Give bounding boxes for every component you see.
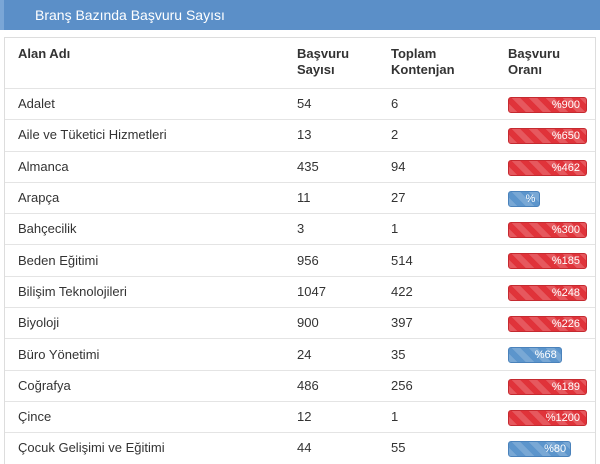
table-row: Çocuk Gelişimi ve Eğitimi 44 55 %80 [5, 432, 595, 463]
application-count: 1047 [297, 283, 326, 299]
ratio-bar: %189 [508, 378, 587, 395]
field-name: Biyoloji [18, 315, 60, 331]
quota: 6 [391, 96, 399, 112]
quota: 397 [391, 315, 413, 331]
ratio-bar: %1200 [508, 409, 587, 426]
ratio-track: %189 [508, 378, 587, 395]
field-name: Çince [18, 409, 52, 425]
ratio-track: %80 [508, 441, 587, 458]
ratio-track: %226 [508, 316, 587, 333]
ratio-label: %650 [551, 130, 580, 143]
ratio-label: %462 [551, 161, 580, 174]
application-count: 486 [297, 377, 319, 393]
ratio-track: %462 [508, 159, 587, 176]
ratio-label: %900 [551, 99, 580, 111]
header-row: Alan Adı Başvuru Sayısı Toplam Kontenjan Ba… [5, 38, 595, 88]
ratio-bar: %248 [508, 284, 587, 301]
ratio-label: %189 [551, 380, 580, 393]
ratio-bar: %900 [508, 97, 587, 113]
table-row: Adalet 54 6 %900 [5, 88, 595, 119]
field-name: Adalet [18, 96, 55, 112]
quota: 514 [391, 252, 413, 268]
ratio-bar: % [508, 190, 541, 207]
application-count: 24 [297, 346, 312, 362]
application-count: 956 [297, 252, 319, 268]
field-name: Beden Eğitimi [18, 252, 99, 268]
panel-header: Branş Bazında Başvuru Sayısı [0, 0, 600, 30]
quota: 1 [391, 221, 399, 237]
quota: 27 [391, 190, 406, 206]
table-row: Beden Eğitimi 956 514 %185 [5, 244, 595, 275]
application-count: 3 [297, 221, 305, 237]
ratio-label: %300 [551, 224, 580, 237]
application-count: 435 [297, 158, 319, 174]
table-row: Arapça 11 27% [5, 181, 595, 213]
column-header: Başvuru Oranı [508, 46, 561, 77]
ratio-label: %226 [551, 318, 580, 331]
ratio-bar: %80 [508, 441, 572, 458]
panel-title: Branş Bazında Başvuru Sayısı [35, 7, 225, 23]
application-count: 54 [297, 96, 312, 112]
quota: 55 [391, 440, 406, 456]
table-row: Biyoloji 900 397 %226 [5, 307, 595, 338]
quota: 94 [391, 158, 406, 174]
ratio-label: %248 [551, 286, 580, 299]
field-name: Coğrafya [18, 377, 71, 393]
ratio-bar: %226 [508, 316, 587, 333]
field-name: Büro Yönetimi [18, 346, 100, 362]
ratio-track: %248 [508, 284, 587, 301]
ratio-label: % [525, 192, 536, 205]
table-row: Almanca 435 94 %462 [5, 150, 595, 182]
ratio-bar: %462 [508, 159, 587, 176]
table-row: Bilişim Teknolojileri 1047 422 %248 [5, 275, 595, 307]
application-count: 11 [297, 190, 311, 206]
application-count: 900 [297, 315, 319, 331]
ratio-label: %80 [544, 443, 567, 456]
table-row: Çince 12 1 %1200 [5, 400, 595, 432]
table-row: Coğrafya 486 256 %189 [5, 369, 595, 401]
ratio-label: %185 [551, 255, 580, 268]
column-header: Başvuru Sayısı [297, 46, 350, 77]
field-name: Aile ve Tüketici Hizmetleri [18, 127, 167, 143]
application-count: 12 [297, 409, 312, 425]
ratio-track: %650 [508, 128, 587, 145]
application-count: 44 [297, 440, 312, 456]
table-row: Büro Yönetimi 24 35 %68 [5, 338, 595, 369]
quota: 1 [391, 409, 399, 425]
table-row: Aile ve Tüketici Hizmetleri 13 2 %650 [5, 119, 595, 150]
field-name: Arapça [18, 190, 60, 206]
field-name: Bahçecilik [18, 221, 77, 237]
ratio-track: %68 [508, 347, 587, 364]
quota: 2 [391, 127, 399, 143]
ratio-track: %900 [508, 97, 587, 113]
quota: 35 [391, 346, 406, 362]
table-row: Bahçecilik 3 1 %300 [5, 213, 595, 244]
quota: 256 [391, 377, 413, 393]
ratio-bar: %650 [508, 128, 587, 145]
table: Alan Adı Başvuru Sayısı Toplam Kontenjan Ba… [4, 37, 596, 464]
ratio-bar: %185 [508, 253, 587, 270]
field-name: Almanca [18, 158, 69, 174]
application-count: 13 [297, 127, 312, 143]
ratio-bar: %68 [508, 347, 562, 364]
ratio-label: %68 [534, 349, 557, 362]
ratio-track: %185 [508, 253, 587, 270]
ratio-bar: %300 [508, 222, 587, 239]
quota: 422 [391, 283, 413, 299]
ratio-track: %1200 [508, 409, 587, 426]
ratio-label: %1200 [545, 411, 580, 424]
field-name: Bilişim Teknolojileri [18, 283, 127, 299]
ratio-track: % [508, 190, 587, 207]
field-name: Çocuk Gelişimi ve Eğitimi [18, 440, 165, 456]
column-header: Alan Adı [18, 46, 71, 61]
column-header: Toplam Kontenjan [391, 46, 455, 77]
ratio-track: %300 [508, 222, 587, 239]
